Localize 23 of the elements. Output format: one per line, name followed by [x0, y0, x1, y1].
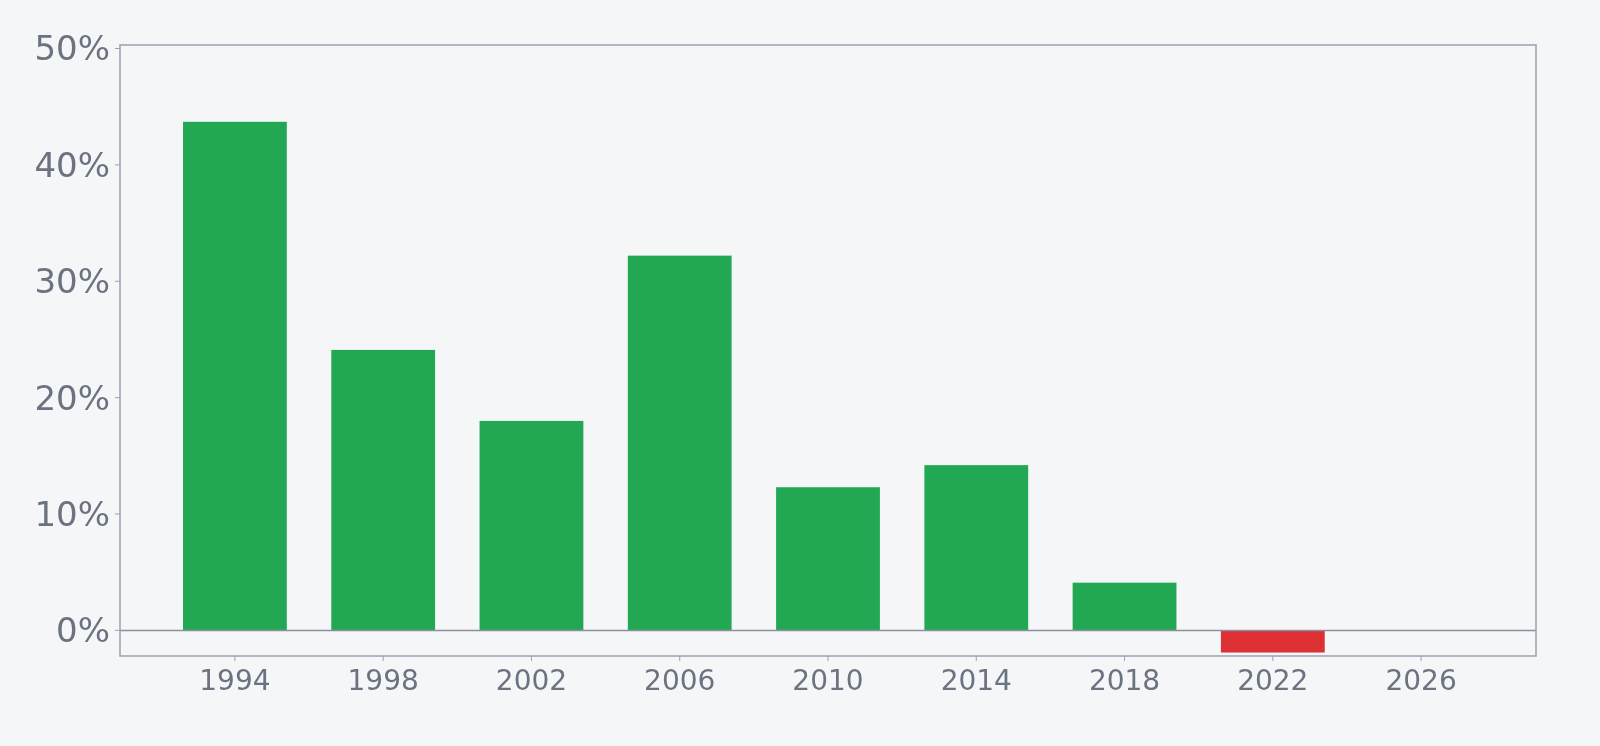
bar: [1072, 582, 1177, 631]
bar: [331, 349, 436, 631]
x-tick-label: 1998: [347, 664, 419, 697]
y-tick-label: 50%: [34, 28, 110, 69]
x-tick-label: 2010: [792, 664, 864, 697]
x-tick-label: 2022: [1237, 664, 1309, 697]
bar: [479, 420, 584, 631]
x-tick-label: 2006: [644, 664, 716, 697]
bar: [776, 487, 880, 631]
x-tick-label: 2014: [940, 664, 1012, 697]
x-tick-label: 1994: [199, 664, 271, 697]
x-tick-label: 2002: [495, 664, 568, 697]
x-tick-label: 2018: [1088, 664, 1161, 697]
bar: [924, 465, 1029, 631]
y-tick-label: 10%: [34, 493, 110, 534]
bar: [1220, 630, 1325, 653]
y-tick-label: 30%: [34, 261, 110, 302]
y-tick-label: 40%: [34, 144, 110, 185]
bar: [627, 255, 732, 631]
y-tick-label: 0%: [56, 610, 110, 651]
y-tick-label: 20%: [34, 377, 110, 418]
x-tick-label: 2026: [1385, 664, 1457, 697]
bar: [183, 121, 287, 631]
